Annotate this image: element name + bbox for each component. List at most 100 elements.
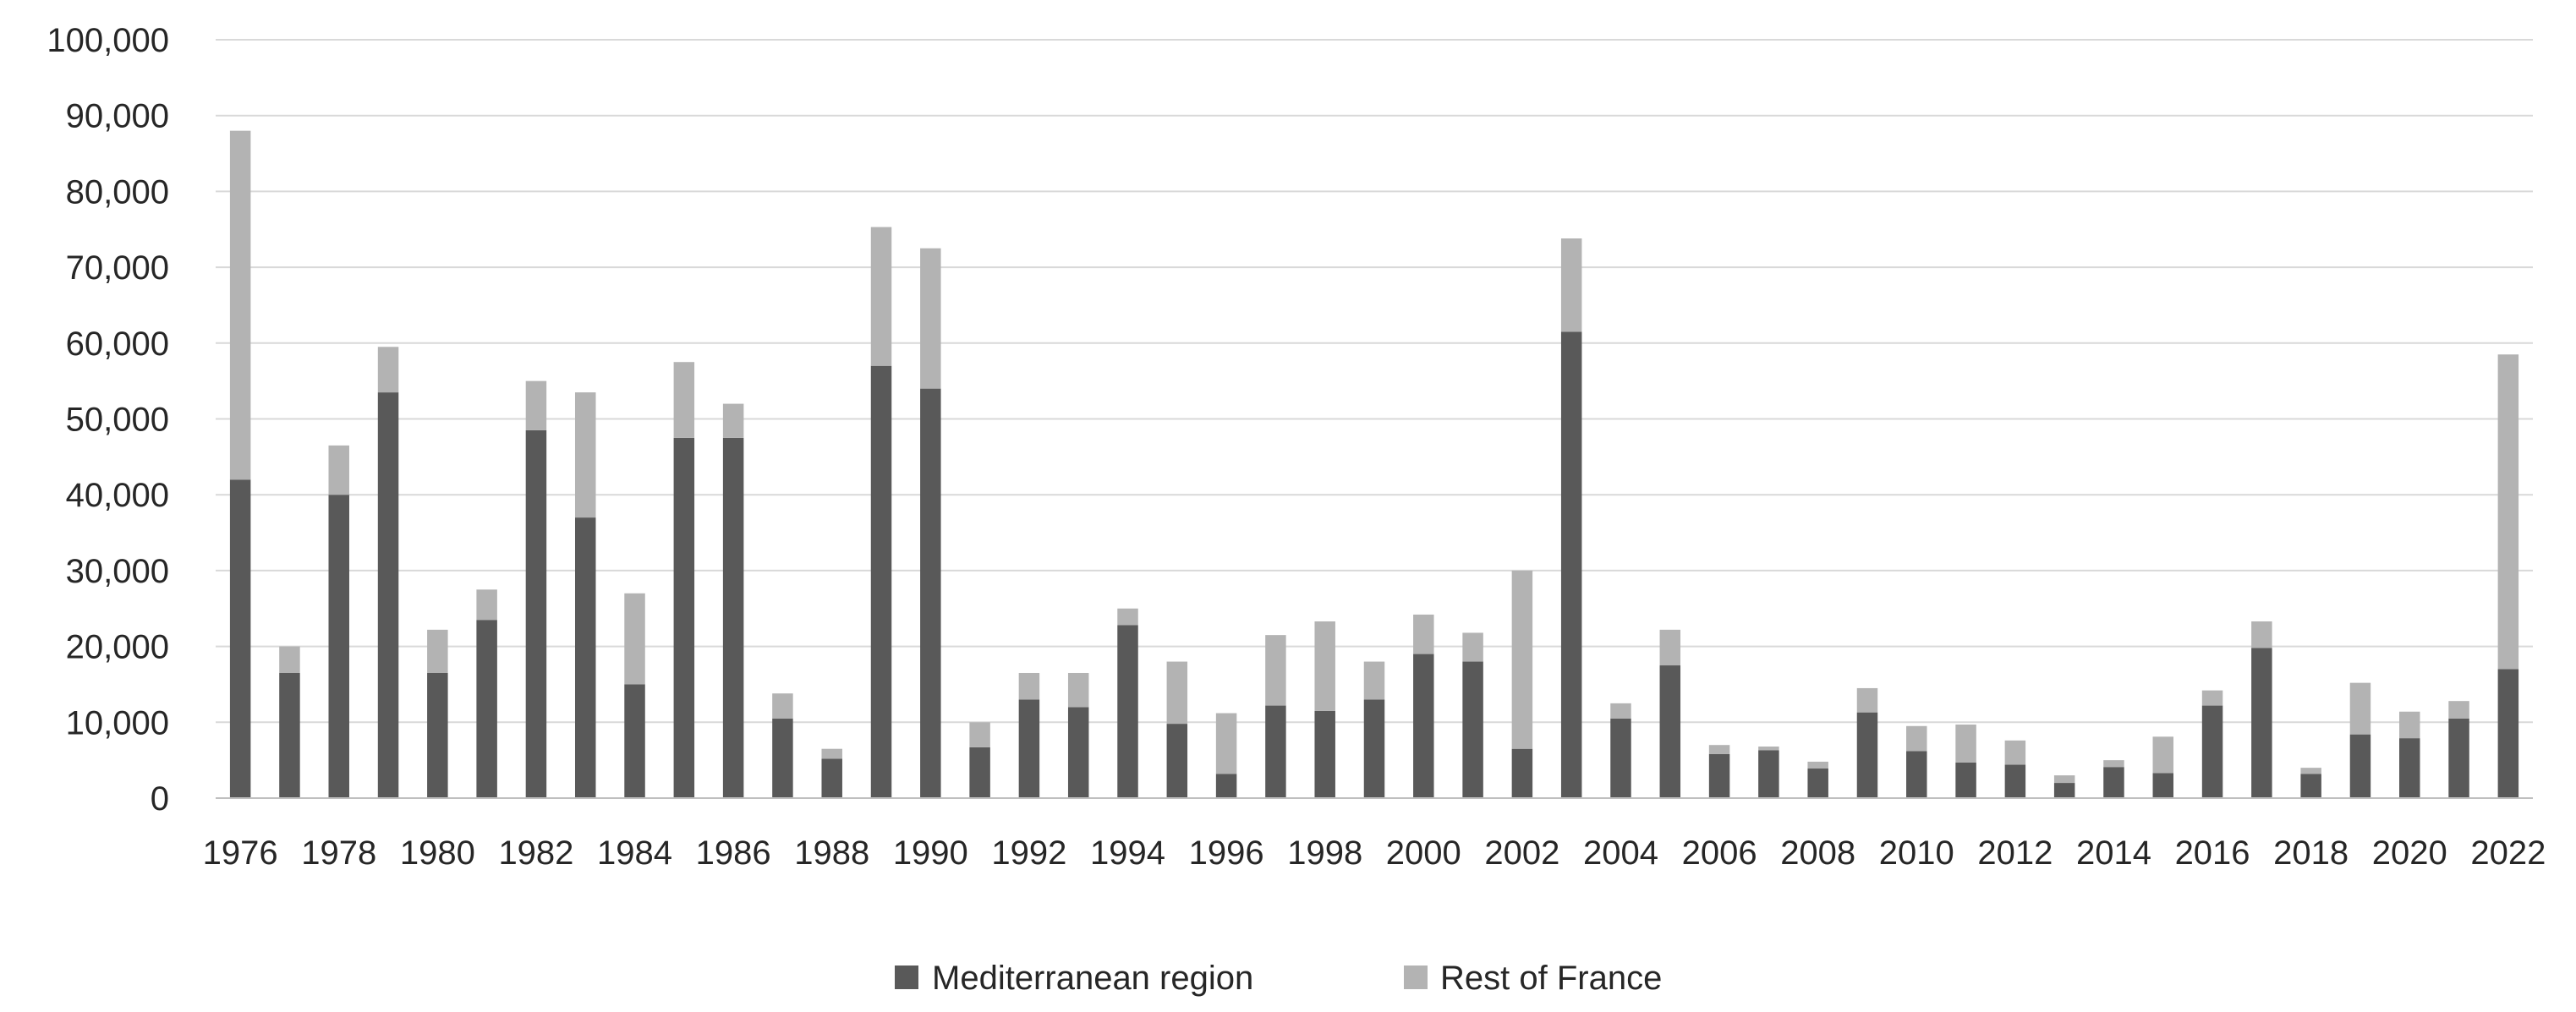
bar-rest-of-france-2012: [2004, 740, 2026, 765]
bar-rest-of-france-2007: [1758, 747, 1779, 751]
bar-rest-of-france-1988: [821, 748, 842, 759]
bar-mediterranean-1985: [673, 437, 695, 798]
bar-rest-of-france-1984: [624, 593, 645, 685]
y-tick-label: 40,000: [66, 477, 169, 514]
bar-mediterranean-2017: [2251, 648, 2272, 798]
bar-mediterranean-2018: [2300, 774, 2321, 798]
bar-mediterranean-2021: [2448, 718, 2469, 798]
bar-rest-of-france-1997: [1265, 635, 1286, 706]
bar-rest-of-france-1991: [969, 722, 990, 747]
bar-mediterranean-2011: [1955, 762, 1976, 798]
bar-rest-of-france-1990: [920, 248, 941, 389]
bar-mediterranean-2019: [2349, 734, 2371, 798]
bar-rest-of-france-2000: [1413, 614, 1434, 654]
bar-rest-of-france-2013: [2053, 775, 2075, 784]
bar-mediterranean-1976: [229, 479, 251, 798]
x-tick-label: 2018: [2273, 834, 2349, 872]
bar-mediterranean-1984: [624, 684, 645, 798]
x-tick-label: 2022: [2470, 834, 2546, 872]
bar-rest-of-france-2016: [2201, 690, 2223, 706]
bar-rest-of-france-1980: [427, 629, 448, 673]
bar-mediterranean-1996: [1215, 774, 1237, 798]
legend: Mediterranean region Rest of France: [895, 960, 1662, 997]
bar-mediterranean-1977: [279, 672, 300, 798]
bar-mediterranean-2001: [1462, 661, 1483, 798]
y-axis-tick-labels: 0 10,000 20,000 30,000 40,000 50,000 60,000 70,…: [47, 22, 169, 818]
y-tick-label: 50,000: [66, 402, 169, 439]
bar-rest-of-france-2014: [2103, 760, 2124, 768]
bar-rest-of-france-1983: [574, 392, 596, 518]
bar-rest-of-france-1998: [1314, 621, 1335, 711]
y-tick-label: 0: [151, 780, 169, 818]
y-tick-label: 60,000: [66, 325, 169, 363]
y-tick-label: 80,000: [66, 173, 169, 211]
y-tick-label: 100,000: [47, 22, 169, 59]
bar-mediterranean-2007: [1758, 750, 1779, 798]
bar-rest-of-france-2010: [1906, 725, 1927, 752]
bar-mediterranean-1983: [574, 517, 596, 798]
x-tick-label: 1996: [1189, 834, 1264, 872]
bar-mediterranean-1978: [328, 495, 349, 798]
y-tick-label: 30,000: [66, 553, 169, 590]
x-tick-label: 2002: [1484, 834, 1559, 872]
bar-rest-of-france-2011: [1955, 724, 1976, 763]
bar-mediterranean-2016: [2201, 705, 2223, 798]
bar-mediterranean-2000: [1413, 654, 1434, 798]
bar-mediterranean-1982: [525, 429, 547, 798]
bar-mediterranean-2020: [2399, 738, 2420, 798]
bar-rest-of-france-2022: [2497, 354, 2519, 670]
bar-mediterranean-1988: [821, 758, 842, 798]
y-tick-label: 10,000: [66, 704, 169, 741]
x-tick-label: 1980: [400, 834, 475, 872]
bar-mediterranean-2010: [1906, 751, 1927, 798]
bar-rest-of-france-1977: [279, 646, 300, 673]
bar-rest-of-france-2003: [1560, 238, 1582, 332]
bar-rest-of-france-1992: [1018, 672, 1040, 700]
bar-mediterranean-2006: [1708, 753, 1730, 798]
x-tick-label: 1998: [1287, 834, 1362, 872]
x-tick-label: 1994: [1090, 834, 1165, 872]
bar-rest-of-france-1996: [1215, 713, 1237, 774]
y-tick-label: 20,000: [66, 629, 169, 666]
bar-rest-of-france-1978: [328, 445, 349, 495]
bar-rest-of-france-2008: [1807, 761, 1828, 769]
bar-rest-of-france-2002: [1511, 570, 1533, 749]
bar-rest-of-france-1981: [476, 589, 497, 621]
bar-mediterranean-2003: [1560, 331, 1582, 799]
bar-rest-of-france-1987: [772, 693, 793, 719]
x-tick-label: 1978: [301, 834, 376, 872]
bar-rest-of-france-2018: [2300, 768, 2321, 774]
bar-mediterranean-1991: [969, 747, 990, 798]
x-axis-tick-labels: 1976 1978 1980 1982 1984 1986 1988 1990 1992 1994…: [203, 834, 2546, 872]
bar-mediterranean-1980: [427, 672, 448, 798]
x-tick-label: 1984: [597, 834, 672, 872]
y-tick-label: 70,000: [66, 249, 169, 287]
bar-rest-of-france-2006: [1708, 745, 1730, 754]
bar-rest-of-france-2020: [2399, 711, 2420, 739]
bar-mediterranean-1987: [772, 718, 793, 798]
bar-rest-of-france-2019: [2349, 682, 2371, 735]
x-tick-label: 2000: [1386, 834, 1461, 872]
x-tick-label: 2020: [2372, 834, 2447, 872]
x-tick-label: 2014: [2076, 834, 2151, 872]
bar-mediterranean-2022: [2497, 669, 2519, 798]
bar-rest-of-france-2015: [2152, 736, 2174, 774]
bar-mediterranean-1994: [1117, 625, 1138, 798]
legend-label: Rest of France: [1440, 960, 1662, 997]
x-tick-label: 1976: [203, 834, 278, 872]
bar-rest-of-france-1976: [229, 130, 251, 480]
bar-rest-of-france-1989: [870, 227, 892, 366]
bar-mediterranean-2008: [1807, 769, 1828, 798]
x-tick-label: 2010: [1879, 834, 1954, 872]
bar-rest-of-france-1999: [1363, 661, 1385, 700]
bar-rest-of-france-1982: [525, 380, 547, 430]
bars: [229, 130, 2519, 799]
bar-mediterranean-2002: [1511, 748, 1533, 798]
bar-rest-of-france-1995: [1166, 661, 1188, 725]
x-tick-label: 1986: [696, 834, 771, 872]
x-tick-label: 2012: [1977, 834, 2053, 872]
legend-swatch: [895, 966, 918, 989]
bar-rest-of-france-1979: [377, 347, 399, 393]
gridlines: [216, 39, 2533, 724]
